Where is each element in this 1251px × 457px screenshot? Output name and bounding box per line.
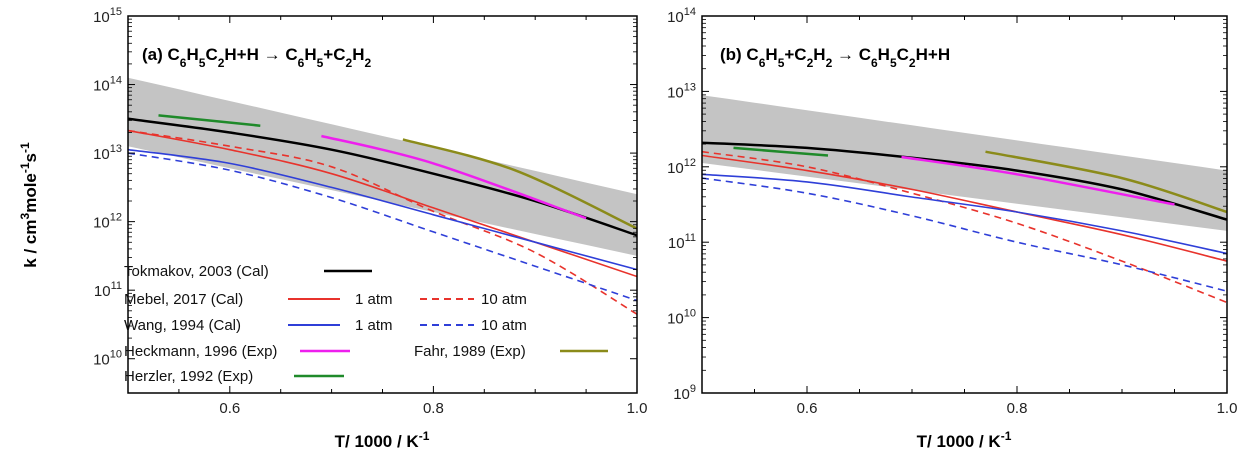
panel-title-a-part: 6 xyxy=(298,56,305,70)
y-tick-label: 1010 xyxy=(667,308,696,328)
panel-title-b-part: C xyxy=(897,45,909,64)
x-tick-label: 0.6 xyxy=(219,400,240,417)
series-line-herzler xyxy=(158,114,261,127)
series-line-wang xyxy=(702,173,1227,255)
panel-title-b-part: 2 xyxy=(909,56,916,70)
ticks-b: 0.6 0.8 1.0 109 1010 1011 1012 1013 1014 xyxy=(667,6,1237,417)
series-lines-b xyxy=(702,141,1227,304)
panel-title-b-part: H xyxy=(878,45,890,64)
y-tick-label: 1015 xyxy=(93,6,122,26)
legend-label-mebel-10atm: 10 atm xyxy=(481,291,527,308)
x-tick-label: 0.8 xyxy=(423,400,444,417)
x-axis-title-a: T/ 1000 / K-1 xyxy=(335,429,430,451)
panel-title-a-part: C xyxy=(205,45,217,64)
panel-title-b-part: → C xyxy=(832,45,871,64)
series-line-wang-10atm xyxy=(702,177,1227,292)
legend: Tokmakov, 2003 (Cal) Mebel, 2017 (Cal) 1… xyxy=(124,263,608,385)
panel-title-b-part: 6 xyxy=(759,56,766,70)
x-axis-title-b-main: T/ 1000 / K xyxy=(917,432,1002,451)
legend-label-wang: Wang, 1994 (Cal) xyxy=(124,317,241,334)
panel-title-a-part: 6 xyxy=(180,56,187,70)
y-axis-title-sup2: -1 xyxy=(18,162,32,173)
series-lines-a xyxy=(128,114,637,315)
legend-label-mebel-1atm: 1 atm xyxy=(355,291,393,308)
y-tick-label: 1014 xyxy=(93,75,122,95)
y-tick-label: 1010 xyxy=(93,349,122,369)
panel-title-a-part: H xyxy=(186,45,198,64)
series-line-fahr xyxy=(985,150,1227,214)
series-line-heckmann xyxy=(321,134,587,220)
y-tick-label: 1011 xyxy=(94,280,122,300)
panel-title-b-part: H+H xyxy=(916,45,950,64)
series-line-mebel-10atm xyxy=(702,150,1227,304)
series-line-wang-10atm xyxy=(128,152,637,302)
panel-title-a: (a) C6H5C2H+H → C6H5+C2H2 xyxy=(142,45,371,70)
y-axis-title-main: k / cm xyxy=(21,219,40,267)
series-line-tokmakov xyxy=(702,141,1227,221)
panel-title-b-part: 2 xyxy=(807,56,814,70)
legend-label-heckmann: Heckmann, 1996 (Exp) xyxy=(124,343,277,360)
y-tick-label: 1011 xyxy=(668,232,696,252)
y-tick-label: 1013 xyxy=(93,143,122,163)
panel-title-a-part: H xyxy=(304,45,316,64)
y-tick-label: 1012 xyxy=(93,212,122,232)
x-tick-label: 1.0 xyxy=(1217,400,1238,417)
y-axis-title-mid2: s xyxy=(21,153,40,162)
y-tick-label: 1014 xyxy=(667,6,696,26)
x-tick-label: 1.0 xyxy=(627,400,648,417)
x-axis-title-b: T/ 1000 / K-1 xyxy=(917,429,1012,451)
panel-title-b-part: 2 xyxy=(826,56,833,70)
series-line-wang xyxy=(128,148,637,271)
x-axis-title-a-sup: -1 xyxy=(419,429,430,443)
panel-title-a-part: H xyxy=(352,45,364,64)
uncertainty-band xyxy=(128,77,637,256)
x-tick-label: 0.8 xyxy=(1007,400,1028,417)
panel-title-a-part: (a) C xyxy=(142,45,180,64)
panel-title-a-part: 2 xyxy=(218,56,225,70)
legend-label-tokmakov: Tokmakov, 2003 (Cal) xyxy=(124,263,269,280)
series-line-heckmann xyxy=(901,155,1175,206)
legend-label-herzler: Herzler, 1992 (Exp) xyxy=(124,368,253,385)
legend-label-wang-10atm: 10 atm xyxy=(481,317,527,334)
panel-title-b: (b) C6H5+C2H2 → C6H5C2H+H xyxy=(720,45,950,70)
panel-title-a-part: 2 xyxy=(364,56,371,70)
x-axis-title-a-main: T/ 1000 / K xyxy=(335,432,420,451)
y-tick-label: 109 xyxy=(673,383,696,403)
y-tick-label: 1013 xyxy=(667,81,696,101)
series-line-herzler xyxy=(733,146,829,157)
legend-label-mebel: Mebel, 2017 (Cal) xyxy=(124,291,243,308)
legend-label-fahr: Fahr, 1989 (Exp) xyxy=(414,343,526,360)
series-line-mebel xyxy=(702,154,1227,262)
y-axis-title-sup1: 3 xyxy=(18,212,32,219)
panel-title-a-part: 2 xyxy=(346,56,353,70)
panel-title-a-part: +C xyxy=(323,45,345,64)
panel-title-b-part: (b) C xyxy=(720,45,759,64)
y-axis-title-sup3: -1 xyxy=(18,142,32,153)
series-line-fahr xyxy=(402,138,637,230)
x-axis-title-b-sup: -1 xyxy=(1001,429,1012,443)
x-tick-label: 0.6 xyxy=(797,400,818,417)
panel-title-b-part: 5 xyxy=(890,56,897,70)
panel-title-b-part: H xyxy=(813,45,825,64)
y-axis-title-mid: mole xyxy=(21,173,40,213)
y-tick-label: 1012 xyxy=(667,157,696,177)
ticks-a: 0.6 0.8 1.0 1010 1011 1012 1013 1014 1015 xyxy=(93,6,647,417)
panel-title-b-part: +C xyxy=(784,45,806,64)
panel-title-b-part: 6 xyxy=(871,56,878,70)
panel-title-a-part: 5 xyxy=(317,56,324,70)
panel-title-b-part: 5 xyxy=(778,56,785,70)
panel-title-a-part: 5 xyxy=(199,56,206,70)
y-axis-title: k / cm3mole-1s-1 xyxy=(18,142,40,268)
uncertainty-band-a xyxy=(128,77,637,256)
panel-title-b-part: H xyxy=(765,45,777,64)
legend-label-wang-1atm: 1 atm xyxy=(355,317,393,334)
panel-title-a-part: H+H → C xyxy=(224,45,297,64)
